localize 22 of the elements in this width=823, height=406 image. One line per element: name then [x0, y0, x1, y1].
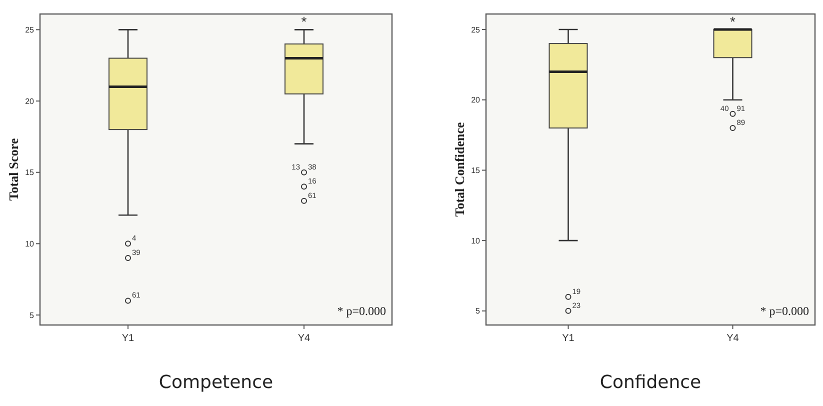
y-tick-label: 25 [25, 25, 35, 34]
y-tick-label: 5 [476, 306, 481, 316]
annotation: * p=0.000 [337, 304, 386, 318]
text: Competence [158, 372, 274, 393]
y-tick-label: 25 [471, 25, 481, 34]
y-tick-label: 10 [471, 236, 481, 246]
y-tick-label: 5 [30, 310, 35, 320]
y-tick-label: 20 [25, 96, 35, 106]
y-axis-title: Total Score [6, 138, 21, 201]
y-tick-label: 10 [25, 239, 35, 248]
y-axis-title: Total Confidence [452, 122, 467, 217]
x-tick-label: Y1 [122, 333, 135, 344]
text: Confidence [600, 372, 702, 393]
annotation: * [301, 14, 308, 30]
x-tick-label: Y4 [726, 333, 740, 344]
x-tick-label: Y1 [562, 333, 575, 344]
x-tick-label: Y4 [298, 333, 311, 344]
annotation: * [730, 13, 736, 30]
y-tick-label: 15 [25, 168, 35, 178]
y-tick-label: 15 [471, 166, 481, 176]
annotation: * p=0.000 [760, 304, 809, 318]
y-tick-label: 20 [471, 96, 481, 105]
